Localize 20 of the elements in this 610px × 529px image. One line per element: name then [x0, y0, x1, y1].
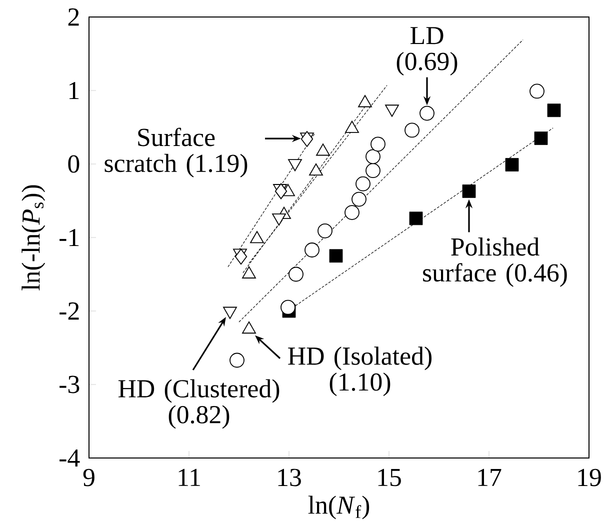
- y-tick-label: 1: [69, 82, 79, 100]
- y-tick-label: -1: [60, 228, 79, 246]
- annotation: Surface scratch (1.19): [104, 128, 248, 178]
- annotation: Polished surface (0.46): [423, 238, 567, 287]
- x-tick-label: 13: [278, 468, 301, 486]
- x-tick-label: 11: [178, 468, 200, 486]
- annotation: HD (Isolated) (1.10): [288, 346, 432, 396]
- y-tick-label: -4: [60, 449, 80, 467]
- y-axis-title: ln(-ln(P$_{s}$)): [22, 185, 46, 290]
- x-tick-label: 19: [578, 468, 601, 486]
- x-tick-label: 15: [378, 468, 401, 486]
- x-axis-title: ln(N$_{f}$): [308, 496, 370, 520]
- annotation: LD (0.69): [396, 27, 458, 76]
- x-tick-label: 17: [478, 468, 502, 486]
- x-tick-label: 9: [83, 468, 94, 486]
- y-tick-label: 2: [68, 8, 79, 26]
- y-tick-label: 0: [68, 155, 80, 173]
- y-tick-label: -3: [60, 376, 80, 394]
- y-tick-label: -2: [60, 302, 79, 320]
- annotation: HD (Clustered) (0.82): [118, 379, 280, 429]
